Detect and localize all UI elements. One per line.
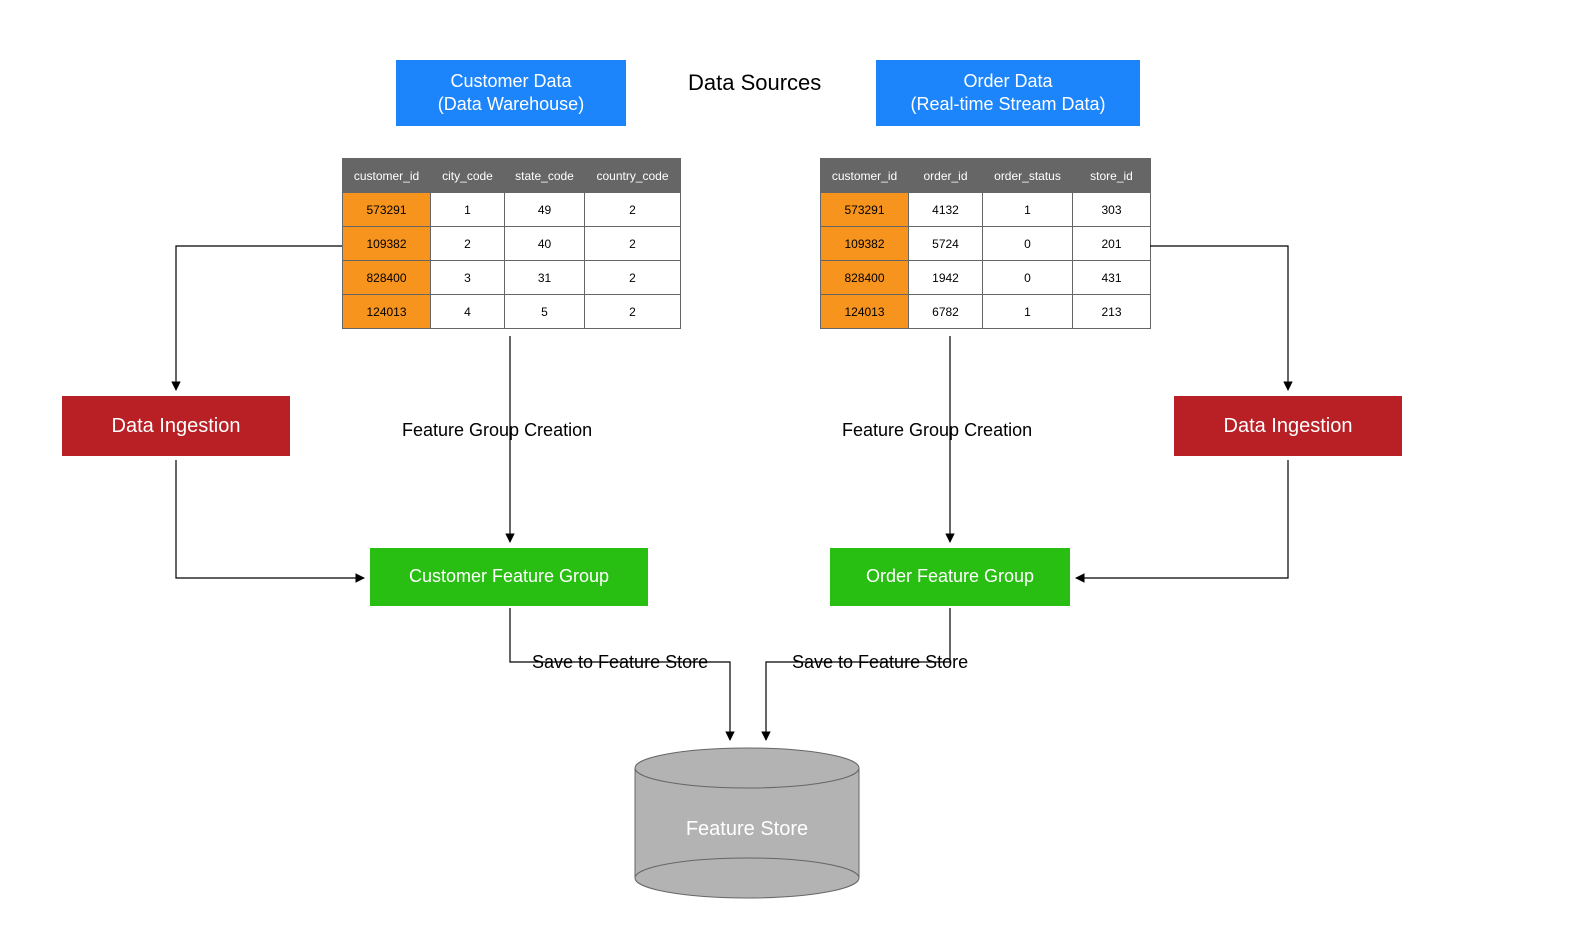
table-row: 57329141321303: [821, 193, 1151, 227]
fg-creation-label-right: Feature Group Creation: [840, 420, 1034, 441]
table-cell: 124013: [343, 295, 431, 329]
feature-store-cylinder: Feature Store: [632, 746, 862, 892]
table-row: 10938257240201: [821, 227, 1151, 261]
order-source-line1: Order Data: [963, 71, 1052, 91]
edge-order-tbl-to-ingest-right: [1150, 246, 1288, 390]
table-cell: 6782: [909, 295, 983, 329]
table-cell: 124013: [821, 295, 909, 329]
order-fg-label: Order Feature Group: [866, 565, 1034, 588]
edge-ingest-left-to-fg: [176, 460, 364, 578]
col-header: city_code: [431, 159, 505, 193]
customer-source-box: Customer Data (Data Warehouse): [396, 60, 626, 126]
table-cell: 4132: [909, 193, 983, 227]
table-cell: 3: [431, 261, 505, 295]
table-cell: 1942: [909, 261, 983, 295]
col-header: customer_id: [343, 159, 431, 193]
edge-fg-cust-to-store: [510, 608, 730, 740]
table-row: 5732911492: [343, 193, 681, 227]
data-ingestion-right-label: Data Ingestion: [1224, 413, 1353, 439]
table-cell: 49: [505, 193, 585, 227]
customer-source-line1: Customer Data: [450, 71, 571, 91]
save-label-left: Save to Feature Store: [530, 652, 710, 673]
table-cell: 573291: [821, 193, 909, 227]
order-feature-group: Order Feature Group: [830, 548, 1070, 606]
edge-ingest-right-to-fg: [1076, 460, 1288, 578]
edge-fg-order-to-store: [766, 608, 950, 740]
table-row: 1093822402: [343, 227, 681, 261]
col-header: country_code: [585, 159, 681, 193]
edge-cust-tbl-to-ingest-left: [176, 246, 342, 390]
diagram-title: Data Sources: [688, 70, 821, 96]
table-cell: 828400: [821, 261, 909, 295]
table-cell: 40: [505, 227, 585, 261]
table-row: 12401367821213: [821, 295, 1151, 329]
col-header: state_code: [505, 159, 585, 193]
data-ingestion-left: Data Ingestion: [62, 396, 290, 456]
col-header: order_id: [909, 159, 983, 193]
table-row: 82840019420431: [821, 261, 1151, 295]
table-cell: 1: [983, 193, 1073, 227]
table-cell: 2: [585, 193, 681, 227]
table-cell: 2: [585, 295, 681, 329]
table-cell: 109382: [821, 227, 909, 261]
table-cell: 31: [505, 261, 585, 295]
customer-source-line2: (Data Warehouse): [438, 94, 584, 114]
table-cell: 1: [431, 193, 505, 227]
order-table: customer_idorder_idorder_statusstore_id5…: [820, 158, 1151, 329]
customer-table: customer_idcity_codestate_codecountry_co…: [342, 158, 681, 329]
fg-creation-label-left: Feature Group Creation: [400, 420, 594, 441]
table-cell: 1: [983, 295, 1073, 329]
customer-fg-label: Customer Feature Group: [409, 565, 609, 588]
table-cell: 573291: [343, 193, 431, 227]
table-cell: 2: [431, 227, 505, 261]
col-header: order_status: [983, 159, 1073, 193]
table-cell: 213: [1073, 295, 1151, 329]
table-row: 124013452: [343, 295, 681, 329]
table-cell: 0: [983, 261, 1073, 295]
data-ingestion-left-label: Data Ingestion: [112, 413, 241, 439]
table-cell: 4: [431, 295, 505, 329]
order-source-box: Order Data (Real-time Stream Data): [876, 60, 1140, 126]
table-cell: 109382: [343, 227, 431, 261]
table-cell: 2: [585, 227, 681, 261]
table-cell: 2: [585, 261, 681, 295]
table-cell: 303: [1073, 193, 1151, 227]
table-cell: 0: [983, 227, 1073, 261]
table-cell: 5: [505, 295, 585, 329]
table-cell: 201: [1073, 227, 1151, 261]
col-header: customer_id: [821, 159, 909, 193]
table-cell: 5724: [909, 227, 983, 261]
customer-feature-group: Customer Feature Group: [370, 548, 648, 606]
table-cell: 431: [1073, 261, 1151, 295]
feature-store-label: Feature Store: [632, 818, 862, 841]
data-ingestion-right: Data Ingestion: [1174, 396, 1402, 456]
order-source-line2: (Real-time Stream Data): [910, 94, 1105, 114]
table-cell: 828400: [343, 261, 431, 295]
table-row: 8284003312: [343, 261, 681, 295]
save-label-right: Save to Feature Store: [790, 652, 970, 673]
col-header: store_id: [1073, 159, 1151, 193]
